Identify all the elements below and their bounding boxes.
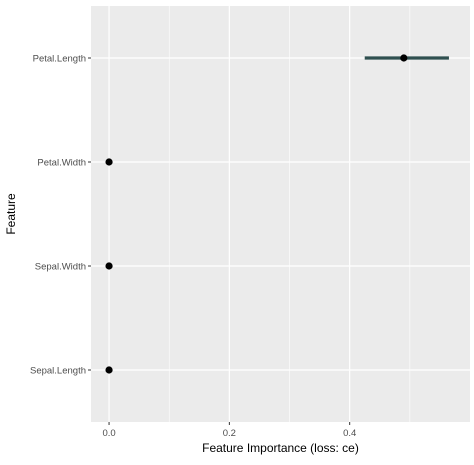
plot-panel: [91, 6, 470, 422]
y-tick-label: Sepal.Width: [35, 262, 86, 273]
y-axis: Petal.Length Petal.Width Sepal.Width Sepal.…: [30, 54, 91, 377]
importance-point: [105, 262, 113, 270]
y-tick-label: Petal.Length: [33, 54, 86, 65]
y-tick-label: Sepal.Length: [30, 366, 86, 377]
importance-point: [400, 54, 408, 62]
importance-point: [105, 366, 113, 374]
minor-gridlines: [168, 6, 411, 422]
x-tick-label: 0.4: [343, 428, 356, 439]
x-axis-title: Feature Importance (loss: ce): [202, 441, 359, 455]
major-gridlines: [91, 6, 470, 422]
x-axis: 0.0 0.2 0.4: [102, 422, 356, 439]
x-tick-label: 0.2: [223, 428, 236, 439]
x-tick-label: 0.0: [102, 428, 115, 439]
importance-point: [105, 158, 113, 166]
y-tick-label: Petal.Width: [37, 158, 86, 169]
y-axis-title: Feature: [4, 193, 18, 235]
importance-points: [105, 54, 408, 374]
